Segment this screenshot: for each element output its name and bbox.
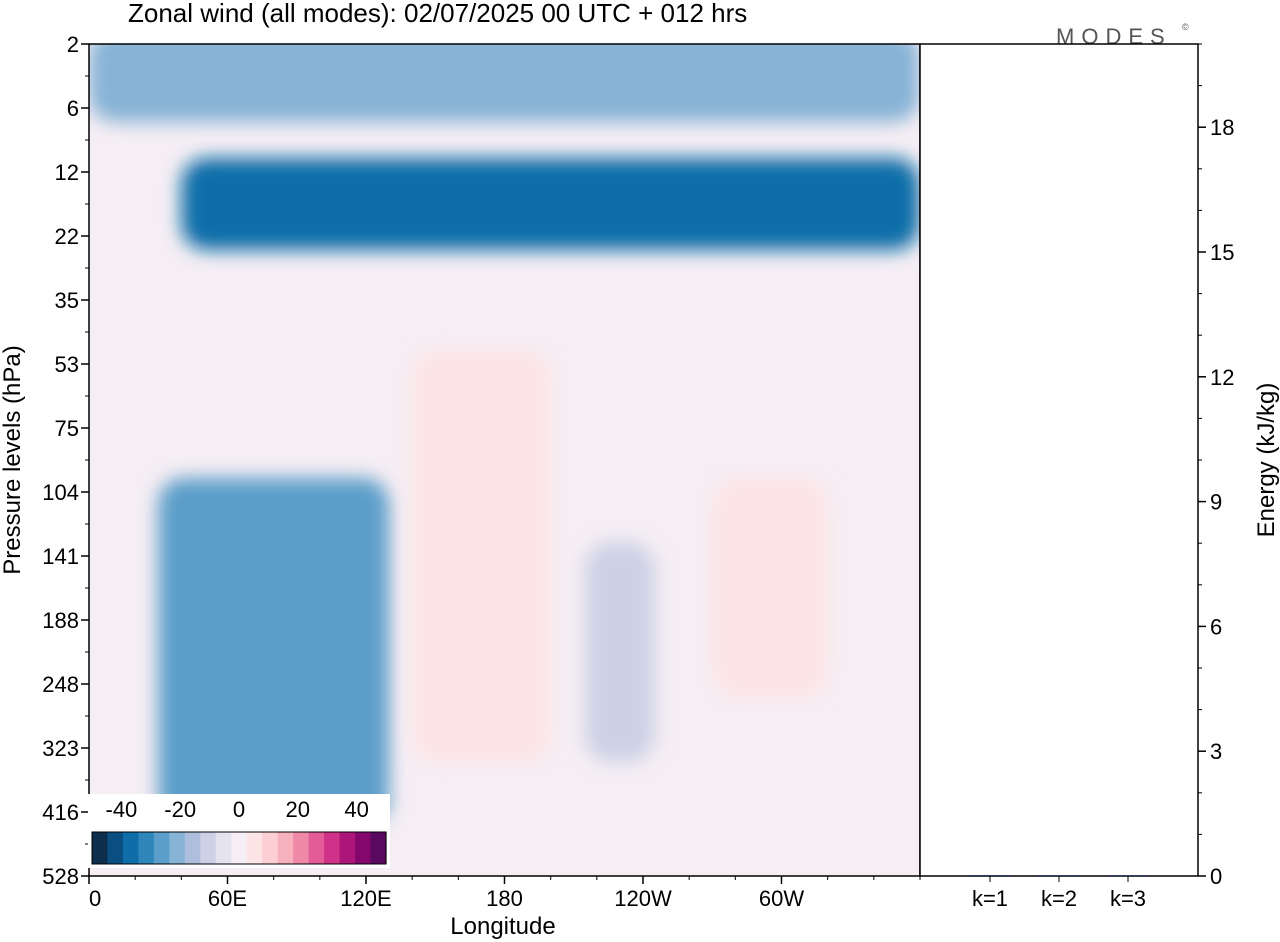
- y-tick-label: 141: [42, 544, 79, 569]
- y-tick-label: 35: [55, 288, 79, 313]
- y-tick-label: 188: [42, 608, 79, 633]
- colorbar-frame: [91, 831, 387, 865]
- y-tick-label: 248: [42, 672, 79, 697]
- energy-bar-k=3: [1106, 875, 1150, 876]
- colorbar-swatch: [262, 832, 279, 864]
- colorbar-swatch: [122, 832, 140, 864]
- wind-region-5: [158, 478, 390, 826]
- x-tick-label: 60W: [759, 886, 804, 911]
- colorbar-swatch: [231, 832, 248, 864]
- colorbar-swatch: [169, 832, 186, 864]
- y-axis-label: Pressure levels (hPa): [0, 345, 26, 574]
- colorbar-swatch: [308, 832, 325, 864]
- colorbar-label: -40: [106, 797, 138, 822]
- colorbar-swatch: [277, 832, 294, 864]
- y-tick-label: 323: [42, 736, 79, 761]
- chart-title: Zonal wind (all modes): 02/07/2025 00 UT…: [128, 0, 747, 28]
- energy-bar-k=1: [968, 875, 1012, 876]
- wind-region-4: [712, 478, 828, 698]
- energy-panel-frame: [919, 43, 1199, 877]
- energy-tick-label: 6: [1210, 614, 1222, 639]
- colorbar-swatch: [184, 832, 201, 864]
- colorbar-label: -20: [164, 797, 196, 822]
- x-tick-label: 120E: [340, 886, 391, 911]
- energy-tick-label: 3: [1210, 739, 1222, 764]
- colorbar-label: 20: [286, 797, 310, 822]
- energy-tick-label: 18: [1210, 115, 1234, 140]
- logo-copyright-mark: ©: [1182, 22, 1189, 32]
- energy-tick-label: 15: [1210, 240, 1234, 265]
- energy-bar-chart: 0 3 6 9 12 15 18 k=1 k=2 k=3: [968, 43, 1234, 911]
- energy-tick-label: 12: [1210, 365, 1234, 390]
- wind-region-6: [585, 542, 655, 762]
- x-axis-label: Longitude: [450, 913, 555, 940]
- x-tick-label: 180: [486, 886, 523, 911]
- y-tick-label: 53: [55, 352, 79, 377]
- y-tick-label: 104: [42, 480, 79, 505]
- x-tick-label: 60E: [208, 886, 247, 911]
- y-tick-label: 6: [67, 96, 79, 121]
- colorbar-label: 40: [344, 797, 368, 822]
- y-tick-label: 12: [55, 160, 79, 185]
- wind-region-1: [181, 158, 920, 250]
- colorbar-swatch: [153, 832, 170, 864]
- colorbar: -40 -20 0 20 40: [88, 794, 390, 868]
- x-tick-label: 120W: [614, 886, 672, 911]
- y-tick-label: 22: [55, 224, 79, 249]
- bar-category-label: k=2: [1041, 886, 1077, 911]
- colorbar-swatch: [138, 832, 155, 864]
- energy-bar-k=2: [1037, 875, 1081, 876]
- y-tick-label: 528: [42, 864, 79, 889]
- energy-tick-label: 9: [1210, 490, 1222, 515]
- colorbar-swatch: [339, 832, 356, 864]
- y-tick-label: 416: [42, 800, 79, 825]
- colorbar-swatch: [324, 832, 341, 864]
- colorbar-swatch: [370, 832, 387, 864]
- pressure-axis: 2 6 12 22 35 53 75 104 141 188 248 323 416 528: [42, 32, 89, 889]
- colorbar-swatch: [215, 832, 232, 864]
- y-tick-label: 75: [55, 416, 79, 441]
- colorbar-swatch: [293, 832, 310, 864]
- wind-region-3: [412, 350, 551, 762]
- energy-axis-label: Energy (kJ/kg): [1253, 383, 1280, 538]
- colorbar-label: 0: [233, 797, 245, 822]
- energy-tick-label: 0: [1210, 864, 1222, 889]
- bar-category-label: k=3: [1110, 886, 1146, 911]
- colorbar-swatch: [107, 832, 124, 864]
- x-tick-label: 0: [89, 886, 101, 911]
- longitude-axis: 0 60E 120E 180 120W 60W: [88, 876, 921, 911]
- y-tick-label: 2: [67, 32, 79, 57]
- colorbar-swatch: [92, 832, 109, 864]
- bar-category-label: k=1: [972, 886, 1008, 911]
- colorbar-swatch: [355, 832, 372, 864]
- wind-region-2: [89, 44, 920, 122]
- colorbar-swatch: [246, 832, 263, 864]
- colorbar-swatch: [200, 832, 217, 864]
- heatmap-field: [89, 44, 920, 876]
